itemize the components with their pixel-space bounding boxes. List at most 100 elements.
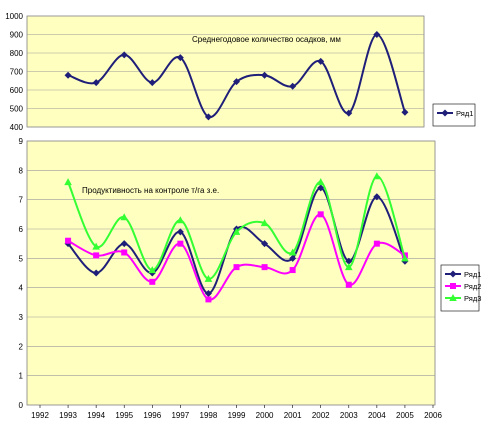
legend-label: Ряд2 [464,282,481,291]
data-point [176,228,184,236]
data-point [373,240,380,247]
data-point [316,178,325,186]
data-point [373,193,381,201]
grid [27,15,424,128]
data-point [120,213,129,221]
x-tick-label: 1996 [143,411,161,420]
data-point [344,263,353,271]
y-tick-label: 800 [10,49,24,58]
data-point [205,296,212,303]
series-layer [64,31,409,121]
precipitation-chart: 400 500 600 700 800 900 1000 Среднегодовое кол… [5,12,476,132]
x-tick-label: 2000 [256,411,274,420]
y-tick-label: 7 [19,196,24,205]
data-point [289,267,296,274]
data-point [120,51,128,59]
y-tick-label: 0 [19,401,24,410]
data-point [401,254,409,262]
x-tick-label: 1997 [171,411,189,420]
data-point [345,257,353,265]
data-point [345,109,353,117]
data-point [289,254,297,262]
data-point [260,219,269,227]
y-tick-label: 500 [10,105,24,114]
y-tick-label: 600 [10,86,24,95]
data-point [204,274,213,282]
data-point [288,248,297,256]
chart-title: Продуктивность на контроле т/га з.е. [82,186,219,195]
y-tick-label: 1 [19,372,24,381]
data-point [317,184,325,192]
legend-box [432,103,476,127]
data-point [345,281,352,288]
y-tick-label: 3 [19,313,24,322]
y-tick-label: 6 [19,225,24,234]
data-point [121,249,128,256]
legend-label: Ряд3 [464,294,481,303]
legend-label: Ряд1 [456,109,473,118]
data-point [65,237,72,244]
x-tick-label: 1993 [59,411,77,420]
x-tick-label: 2006 [424,411,442,420]
data-point [176,216,185,224]
data-point [401,108,409,116]
data-point [373,172,381,180]
data-point [64,71,72,79]
x-tick-label: 2004 [368,411,386,420]
data-point [176,54,184,62]
data-point [92,79,100,87]
x-tick-label: 1999 [228,411,246,420]
y-tick-label: 1000 [5,12,23,21]
data-point [64,178,72,186]
x-tick-label: 1995 [115,411,133,420]
legend-marker [450,283,456,289]
data-point [92,269,100,277]
data-point [261,240,269,248]
x-tick-label: 1992 [31,411,49,420]
legend-marker [441,109,449,117]
legend: Ряд1 [432,103,476,127]
y-tick-label: 9 [19,137,24,146]
x-tick-label: 1994 [87,411,105,420]
grid [27,140,435,406]
series-layer [64,172,409,303]
data-point [261,264,268,271]
data-point [204,290,212,298]
y-axis: 400 500 600 700 800 900 1000 [5,12,23,132]
legend-marker [449,270,457,278]
data-point [373,31,381,38]
y-tick-label: 2 [19,342,24,351]
data-point [177,240,184,247]
data-point [233,78,240,86]
data-point [92,242,100,250]
legend-box [440,264,480,312]
data-point [317,57,325,65]
data-point [289,82,297,90]
legend: Ряд1 Ряд2 Ряд3 [440,264,481,312]
data-point [149,278,156,285]
data-point [232,227,241,235]
data-point [120,240,128,248]
data-point [233,264,240,271]
data-point [148,266,157,274]
legend-marker [449,294,457,301]
x-tick-label: 2002 [312,411,330,420]
x-tick-label: 2001 [284,411,302,420]
x-axis: 1992 1993 1994 1995 1996 1997 1998 1999 2000 2001… [31,405,442,420]
data-point [317,211,324,218]
data-point [204,113,212,121]
y-axis: 0 1 2 3 4 5 6 7 8 9 [19,137,24,410]
x-tick-label: 2005 [396,411,414,420]
y-tick-label: 700 [10,68,24,77]
legend-label: Ряд1 [464,270,481,279]
chart-title: Среднегодовое количество осадков, мм [192,35,341,44]
y-tick-label: 400 [10,123,24,132]
data-point [148,79,156,87]
y-tick-label: 4 [19,284,24,293]
x-tick-label: 1998 [200,411,218,420]
data-point [261,71,269,79]
y-tick-label: 8 [19,166,24,175]
x-tick-label: 2003 [340,411,358,420]
